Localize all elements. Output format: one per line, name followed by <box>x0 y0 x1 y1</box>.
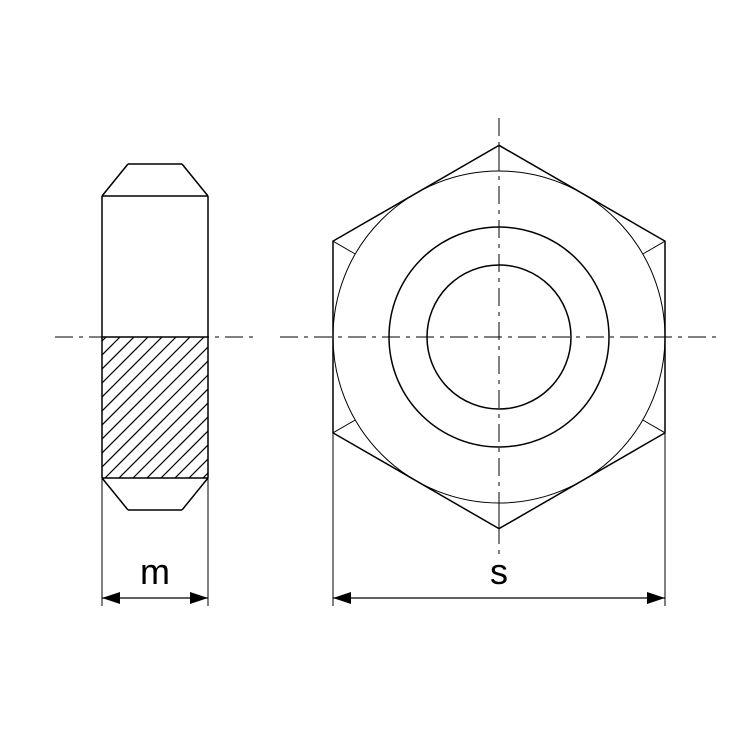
label-s: s <box>490 551 508 592</box>
label-m: m <box>140 551 170 592</box>
front-view <box>280 118 718 606</box>
side-view <box>0 118 745 606</box>
dimension-m <box>102 592 208 604</box>
hex-nut-drawing: m s <box>0 0 750 750</box>
dimension-s <box>333 592 665 604</box>
